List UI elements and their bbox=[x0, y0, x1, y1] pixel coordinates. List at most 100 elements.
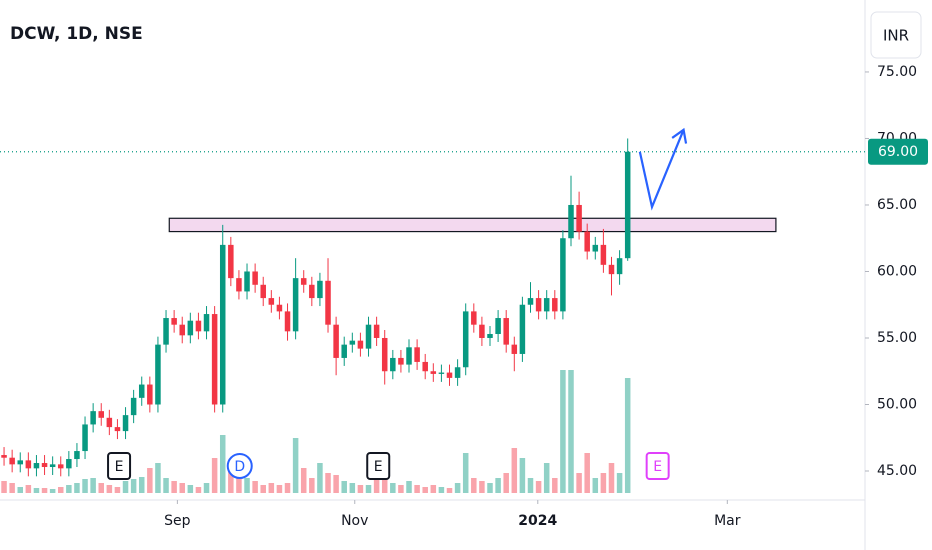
volume-bar bbox=[292, 438, 299, 493]
volume-bar bbox=[203, 483, 210, 493]
currency-label[interactable]: INR bbox=[883, 27, 909, 45]
event-marker[interactable] bbox=[366, 452, 391, 480]
volume-bar bbox=[584, 453, 590, 493]
volume-bar bbox=[357, 485, 364, 493]
candle-body bbox=[203, 314, 210, 332]
y-tick-label: 75.00 bbox=[877, 64, 917, 80]
volume-bar bbox=[495, 478, 501, 493]
candle-body bbox=[219, 244, 226, 405]
volume-bar bbox=[568, 370, 574, 493]
volume-bar bbox=[438, 487, 445, 493]
volume-bar bbox=[260, 485, 266, 493]
candle-body bbox=[511, 344, 518, 354]
candle-body bbox=[584, 231, 590, 252]
candle-body bbox=[155, 344, 161, 405]
candle-body bbox=[560, 238, 566, 312]
candle-body bbox=[487, 333, 493, 338]
volume-bar bbox=[130, 479, 137, 493]
candle-body bbox=[122, 415, 129, 432]
volume-bar bbox=[98, 483, 104, 493]
candle-body bbox=[552, 298, 558, 312]
volume-bar bbox=[219, 435, 226, 493]
candle-body bbox=[163, 318, 169, 345]
candle-body bbox=[349, 340, 356, 345]
x-tick-label: Nov bbox=[341, 513, 368, 529]
volume-bar bbox=[616, 473, 623, 493]
volume-bar bbox=[49, 489, 56, 493]
candle-body bbox=[260, 284, 266, 299]
volume-bar bbox=[147, 468, 153, 493]
candle-body bbox=[179, 324, 185, 336]
volume-bar bbox=[300, 468, 307, 493]
candle-body bbox=[446, 372, 453, 378]
volume-bar bbox=[576, 473, 582, 493]
event-label: E bbox=[653, 459, 662, 475]
candle-body bbox=[268, 298, 275, 305]
x-tick-label: 2024 bbox=[518, 513, 557, 529]
volume-bar bbox=[9, 483, 15, 493]
volume-bar bbox=[454, 483, 461, 493]
candle-body bbox=[462, 311, 469, 368]
candle-body bbox=[341, 344, 347, 358]
volume-bar bbox=[462, 453, 469, 493]
volume-bar bbox=[114, 487, 121, 493]
candle-body bbox=[608, 264, 615, 275]
volume-bar bbox=[195, 487, 202, 493]
volume-bar bbox=[430, 485, 437, 493]
volume-bar bbox=[349, 483, 356, 493]
candle-body bbox=[471, 311, 477, 325]
candle-body bbox=[454, 367, 461, 378]
candle-body bbox=[300, 278, 307, 285]
candle-body bbox=[317, 280, 323, 299]
volume-bar bbox=[187, 485, 194, 493]
candle-body bbox=[624, 151, 631, 259]
volume-bar bbox=[406, 481, 412, 493]
candle-body bbox=[292, 278, 299, 332]
volume-bar bbox=[138, 477, 145, 493]
candle-body bbox=[414, 347, 420, 362]
volume-bar bbox=[527, 478, 534, 493]
candle-body bbox=[406, 347, 412, 365]
candle-body bbox=[195, 320, 202, 332]
volume-bar bbox=[74, 483, 80, 493]
candle-body bbox=[244, 271, 250, 292]
volume-bar bbox=[341, 481, 347, 493]
volume-bar bbox=[252, 481, 258, 493]
volume-bar bbox=[276, 485, 283, 493]
candle-body bbox=[17, 460, 24, 465]
volume-bar bbox=[414, 485, 420, 493]
volume-bar bbox=[1, 481, 7, 493]
arrow-line bbox=[638, 129, 685, 211]
candle-body bbox=[381, 337, 388, 372]
volume-bar bbox=[106, 485, 113, 493]
candle-body bbox=[114, 427, 121, 432]
volume-bar bbox=[543, 463, 550, 493]
event-label: E bbox=[374, 459, 383, 475]
candle-body bbox=[309, 284, 315, 299]
volume-bar bbox=[608, 463, 615, 493]
candle-body bbox=[211, 314, 218, 405]
volume-bar bbox=[487, 483, 493, 493]
volume-bar bbox=[163, 478, 169, 493]
candle-body bbox=[535, 298, 542, 312]
candle-body bbox=[187, 320, 194, 336]
event-label: E bbox=[115, 459, 124, 475]
volume-bar bbox=[57, 487, 64, 493]
volume-bar bbox=[66, 485, 72, 493]
candle-body bbox=[568, 204, 574, 239]
volume-bar bbox=[179, 483, 185, 493]
event-marker[interactable] bbox=[107, 452, 132, 480]
volume-bar bbox=[171, 481, 177, 493]
candle-body bbox=[519, 304, 526, 354]
volume-bar bbox=[503, 473, 509, 493]
volume-bar bbox=[422, 487, 428, 493]
candle-body bbox=[147, 384, 153, 405]
volume-bar bbox=[284, 483, 291, 493]
y-tick-label: 65.00 bbox=[877, 197, 917, 213]
event-marker[interactable] bbox=[645, 452, 670, 480]
event-marker[interactable] bbox=[226, 453, 253, 479]
candle-body bbox=[49, 464, 56, 468]
candle-body bbox=[130, 397, 137, 416]
currency-button[interactable] bbox=[870, 11, 922, 59]
